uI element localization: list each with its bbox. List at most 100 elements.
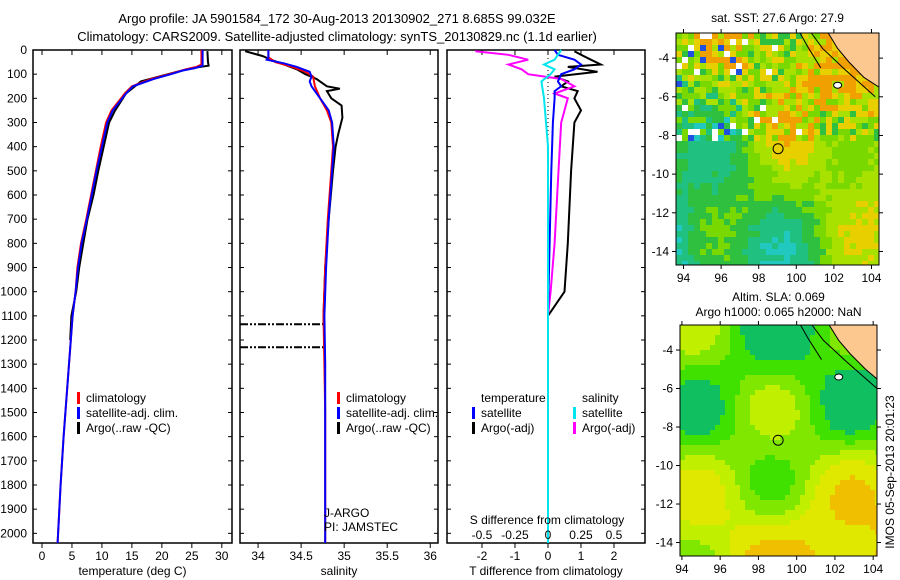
heatmap-cell [710, 395, 716, 401]
heatmap-cell [700, 470, 706, 476]
heatmap-cell [840, 535, 846, 541]
heatmap-cell [838, 171, 845, 178]
heatmap-cell [796, 237, 803, 244]
heatmap-cell [766, 225, 773, 232]
heatmap-cell [844, 237, 851, 244]
heatmap-cell [870, 410, 876, 416]
heatmap-cell [800, 530, 806, 536]
heatmap-cell [875, 550, 878, 556]
heatmap-cell [766, 147, 773, 154]
heatmap-cell [795, 350, 801, 356]
heatmap-cell [685, 435, 691, 441]
heatmap-cell [868, 225, 875, 232]
heatmap-cell [736, 237, 743, 244]
heatmap-cell [814, 81, 821, 88]
heatmap-cell [676, 243, 683, 250]
heatmap-cell [784, 147, 791, 154]
heatmap-cell [795, 370, 801, 376]
heatmap-cell [742, 177, 749, 184]
heatmap-cell [680, 435, 686, 441]
heatmap-cell [785, 325, 791, 331]
heatmap-cell [724, 147, 731, 154]
heatmap-cell [855, 370, 861, 376]
heatmap-cell [694, 213, 701, 220]
heatmap-cell [740, 460, 746, 466]
heatmap-cell [808, 261, 815, 266]
heatmap-cell [785, 425, 791, 431]
heatmap-cell [874, 243, 880, 250]
heatmap-cell [856, 189, 863, 196]
heatmap-cell [856, 75, 863, 82]
heatmap-cell [690, 335, 696, 341]
heatmap-cell [835, 490, 841, 496]
heatmap-cell [760, 123, 767, 130]
heatmap-cell [845, 455, 851, 461]
heatmap-cell [826, 189, 833, 196]
heatmap-cell [778, 171, 785, 178]
heatmap-cell [690, 355, 696, 361]
heatmap-cell [694, 45, 701, 52]
heatmap-cell [695, 510, 701, 516]
heatmap-cell [705, 360, 711, 366]
heatmap-cell [850, 105, 857, 112]
heatmap-cell [868, 243, 875, 250]
heatmap-cell [754, 195, 761, 202]
heatmap-cell [676, 45, 683, 52]
heatmap-cell [766, 51, 773, 58]
heatmap-cell [780, 330, 786, 336]
heatmap-cell [830, 345, 836, 351]
heatmap-cell [838, 51, 845, 58]
legend-label: Argo(..raw -QC) [346, 421, 431, 435]
heatmap-cell [730, 195, 737, 202]
heatmap-cell [815, 515, 821, 521]
heatmap-cell [795, 515, 801, 521]
heatmap-cell [835, 505, 841, 511]
lat-tick-label: -14 [652, 244, 670, 258]
heatmap-cell [685, 535, 691, 541]
heatmap-cell [712, 129, 719, 136]
heatmap-cell [795, 445, 801, 451]
heatmap-cell [766, 261, 773, 266]
heatmap-cell [710, 415, 716, 421]
legend-swatch [337, 422, 340, 434]
heatmap-cell [700, 189, 707, 196]
heatmap-cell [826, 63, 833, 70]
heatmap-cell [865, 535, 871, 541]
heatmap-cell [850, 510, 856, 516]
heatmap-cell [682, 165, 689, 172]
heatmap-cell [742, 207, 749, 214]
heatmap-cell [706, 231, 713, 238]
heatmap-cell [832, 63, 839, 70]
heatmap-cell [750, 445, 756, 451]
heatmap-cell [790, 550, 796, 556]
heatmap-cell [790, 545, 796, 551]
heatmap-cell [778, 123, 785, 130]
heatmap-cell [810, 400, 816, 406]
heatmap-cell [742, 195, 749, 202]
heatmap-cell [865, 460, 871, 466]
heatmap-cell [875, 415, 878, 421]
heatmap-cell [725, 335, 731, 341]
heatmap-cell [820, 350, 826, 356]
heatmap-cell [705, 430, 711, 436]
heatmap-cell [814, 261, 821, 266]
heatmap-cell [770, 510, 776, 516]
heatmap-cell [802, 81, 809, 88]
heatmap-cell [724, 189, 731, 196]
heatmap-cell [720, 370, 726, 376]
heatmap-cell [755, 460, 761, 466]
heatmap-cell [754, 93, 761, 100]
heatmap-cell [820, 325, 826, 331]
heatmap-cell [736, 105, 743, 112]
x-tick-label: 1 [578, 549, 585, 563]
heatmap-cell [850, 485, 856, 491]
heatmap-cell [868, 117, 875, 124]
heatmap-cell [710, 345, 716, 351]
heatmap-cell [712, 225, 719, 232]
heatmap-cell [705, 335, 711, 341]
heatmap-cell [682, 147, 689, 154]
heatmap-cell [750, 405, 756, 411]
heatmap-cell [700, 249, 707, 256]
heatmap-cell [795, 455, 801, 461]
heatmap-cell [850, 231, 857, 238]
